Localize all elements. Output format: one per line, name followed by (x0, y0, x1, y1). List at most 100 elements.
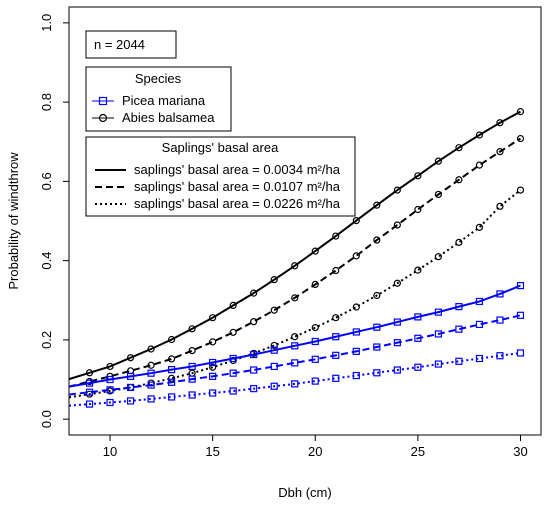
sample-size-box: n = 2044 (85, 30, 177, 59)
data-point (475, 131, 484, 139)
y-axis: 0.0 0.2 0.4 0.6 0.8 1.0 (39, 14, 69, 428)
data-point (209, 338, 217, 346)
data-point (393, 366, 401, 374)
data-point (311, 377, 319, 385)
data-point (414, 172, 422, 180)
y-tick-label: 0.2 (39, 331, 54, 349)
data-point (393, 221, 401, 229)
data-point (475, 354, 484, 363)
data-point (188, 362, 196, 371)
x-axis: 10 15 20 25 30 (103, 435, 528, 459)
series-picea-mariana-0.0107 (68, 311, 525, 396)
data-point (270, 276, 278, 284)
data-point (291, 262, 299, 270)
legend-label-basal-0107: saplings' basal area = 0.0107 m²/ha (134, 179, 341, 194)
data-point (209, 389, 217, 397)
data-point (250, 318, 258, 326)
data-point (434, 360, 442, 368)
data-point (291, 294, 299, 302)
data-point (414, 334, 422, 342)
data-point (85, 369, 94, 377)
series-abies-balsamea-0.0034 (68, 108, 525, 381)
data-point (311, 337, 319, 346)
data-point (455, 325, 463, 333)
data-point (455, 357, 463, 365)
plot-frame (68, 6, 542, 436)
data-point (496, 316, 504, 324)
data-point (188, 346, 196, 355)
data-point (373, 369, 381, 377)
data-point (147, 395, 155, 403)
data-point (455, 303, 463, 311)
basal-area-legend-title: Saplings' basal area (162, 140, 279, 155)
x-tick-label: 25 (411, 444, 425, 459)
data-point (126, 397, 135, 405)
data-point (455, 144, 463, 152)
data-point (496, 202, 504, 210)
data-point (188, 325, 196, 333)
data-point (209, 314, 217, 322)
data-point (475, 223, 484, 231)
series-picea-mariana-0.0226 (68, 349, 525, 408)
data-point (434, 157, 442, 165)
data-point (168, 378, 176, 386)
data-point (106, 398, 114, 407)
data-point (106, 386, 114, 394)
data-point (516, 281, 525, 290)
data-point (229, 328, 237, 336)
y-tick-label: 1.0 (39, 14, 54, 32)
data-point (455, 238, 463, 246)
data-point (147, 361, 155, 369)
y-tick-label: 0.6 (39, 172, 54, 190)
data-point (270, 346, 278, 354)
series-line (68, 110, 521, 381)
data-point (373, 343, 381, 351)
data-point (126, 383, 135, 392)
data-point (291, 359, 299, 367)
y-tick-label: 0.4 (39, 252, 54, 270)
data-point (516, 311, 525, 319)
data-point (434, 308, 442, 316)
series-abies-balsamea-0.0107 (68, 134, 525, 388)
data-point (475, 161, 484, 169)
data-point (352, 217, 360, 225)
data-point (516, 349, 525, 357)
data-point (188, 391, 196, 399)
data-point (311, 324, 319, 332)
data-point (352, 303, 360, 311)
data-point (311, 280, 319, 289)
data-point (147, 345, 155, 353)
data-point (373, 236, 381, 244)
species-legend: Species Picea mariana Abies balsamea (85, 66, 232, 132)
y-tick-label: 0.0 (39, 410, 54, 428)
data-point (106, 375, 114, 384)
y-tick-label: 0.8 (39, 93, 54, 111)
data-point (229, 301, 237, 310)
y-axis-label: Probability of windthrow (6, 152, 21, 290)
sample-size-frame (85, 30, 177, 59)
species-legend-frame (85, 66, 232, 132)
data-point (270, 382, 278, 390)
data-point (475, 297, 484, 306)
data-point (270, 341, 278, 350)
data-point (352, 371, 360, 380)
data-point (516, 186, 525, 194)
data-point (434, 253, 442, 261)
data-point (291, 380, 299, 388)
data-point (414, 266, 422, 274)
legend-marker-abies (98, 113, 108, 123)
legend-label-abies: Abies balsamea (122, 110, 215, 125)
data-point (496, 148, 504, 156)
data-point (332, 232, 340, 240)
x-tick-label: 20 (308, 444, 322, 459)
x-axis-label: Dbh (cm) (278, 485, 331, 500)
data-point (455, 176, 463, 184)
data-point (393, 279, 401, 287)
data-point (311, 355, 319, 363)
data-point (209, 358, 217, 367)
data-point (373, 323, 381, 331)
data-point (393, 339, 401, 347)
data-point (168, 366, 176, 374)
data-point (496, 119, 504, 127)
